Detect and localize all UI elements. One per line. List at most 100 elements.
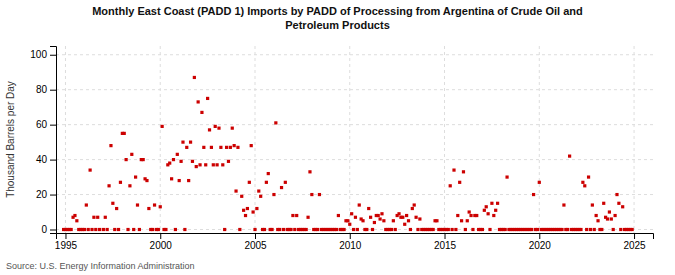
point [369,216,372,219]
point [394,228,397,231]
point [505,175,508,178]
point [432,228,435,231]
point [494,209,497,212]
tick-mark [65,233,66,239]
point [365,228,368,231]
axis-line [57,234,654,240]
point [532,193,535,196]
tick: 60 [36,119,56,130]
point [310,193,313,196]
point [138,228,141,231]
point [106,228,109,231]
point [583,184,586,187]
point [308,170,311,173]
tick: 2015 [434,233,457,251]
point [462,170,465,173]
point [234,189,237,192]
point [168,161,171,164]
point [371,228,374,231]
point [259,195,262,198]
point [204,163,207,166]
point [348,223,351,226]
point [416,228,419,231]
point [98,228,101,231]
grid-line [65,46,66,233]
point [413,203,416,206]
point [619,228,622,231]
grid-line [539,46,540,233]
point [85,203,88,206]
point [145,179,148,182]
point [89,168,92,171]
point [581,181,584,184]
point [195,165,198,168]
tick-label: 60 [36,119,48,130]
tick-label: 2015 [434,240,457,251]
point [447,228,450,231]
point [248,181,251,184]
point [356,228,359,231]
point [104,216,107,219]
grid-line [56,54,653,55]
point [536,228,539,231]
point [600,228,603,231]
point [164,228,167,231]
point [270,228,273,231]
point [346,219,349,222]
point [212,163,215,166]
point [318,193,321,196]
point [198,163,201,166]
point [191,160,194,163]
point [377,214,380,217]
point [449,184,452,187]
tick-mark [539,233,540,239]
point [392,219,395,222]
point [390,228,393,231]
point [242,209,245,212]
point [418,217,421,220]
point [407,219,410,222]
grid-line [349,46,350,233]
point [250,144,253,147]
axis-line [50,47,57,234]
point [587,175,590,178]
point [409,228,412,231]
point [612,228,615,231]
point [236,146,239,149]
point [252,210,255,213]
point [452,168,455,171]
point [282,228,285,231]
tick: 2010 [339,233,362,251]
point [107,184,110,187]
point [466,219,469,222]
point [411,207,414,210]
point [197,100,200,103]
tick-mark [50,125,56,126]
point [130,153,133,156]
tick: 0 [41,224,56,235]
point [153,203,156,206]
grid-line [160,46,161,233]
point [397,212,400,215]
point [215,163,218,166]
grid-line [634,46,635,233]
point [352,228,355,231]
point [125,158,128,161]
point [504,228,507,231]
point [159,205,162,208]
point [157,228,160,231]
tick: 2000 [150,233,173,251]
point [189,141,192,144]
point [176,153,179,156]
tick-label: 1995 [55,240,78,251]
tick-label: 0 [41,224,47,235]
point [132,228,135,231]
point [475,214,478,217]
point [306,216,309,219]
point [483,209,486,212]
point [350,212,353,215]
point [128,184,131,187]
point [280,186,283,189]
point [136,203,139,206]
point [227,160,230,163]
